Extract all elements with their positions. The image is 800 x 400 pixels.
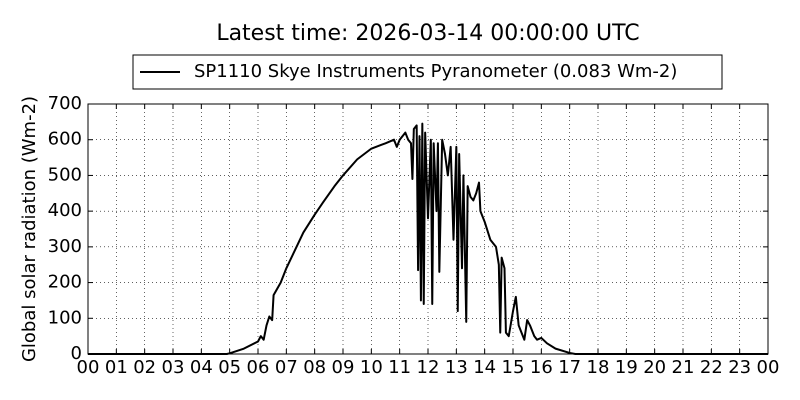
x-tick-label: 04 bbox=[190, 357, 213, 378]
x-tick-label: 22 bbox=[700, 357, 723, 378]
y-tick-label: 200 bbox=[48, 272, 82, 293]
y-tick-label: 700 bbox=[48, 93, 82, 114]
x-tick-label: 07 bbox=[275, 357, 298, 378]
y-tick-label: 500 bbox=[48, 164, 82, 185]
x-tick-label: 08 bbox=[303, 357, 326, 378]
legend-label: SP1110 Skye Instruments Pyranometer (0.0… bbox=[194, 61, 677, 82]
y-tick-label: 300 bbox=[48, 236, 82, 257]
x-tick-label: 11 bbox=[388, 357, 411, 378]
x-tick-label: 00 bbox=[757, 357, 780, 378]
x-tick-label: 12 bbox=[417, 357, 440, 378]
x-tick-label: 21 bbox=[672, 357, 695, 378]
plot-frame bbox=[87, 103, 769, 355]
chart-title: Latest time: 2026-03-14 00:00:00 UTC bbox=[216, 21, 639, 46]
x-tick-label: 23 bbox=[728, 357, 751, 378]
x-tick-label: 00 bbox=[77, 357, 100, 378]
x-tick-label: 18 bbox=[587, 357, 610, 378]
x-tick-label: 02 bbox=[133, 357, 156, 378]
y-tick-label: 400 bbox=[48, 200, 82, 221]
y-tick-label: 600 bbox=[48, 129, 82, 150]
x-tick-label: 16 bbox=[530, 357, 553, 378]
x-tick-label: 19 bbox=[615, 357, 638, 378]
y-axis-label: Global solar radiation (Wm-2) bbox=[19, 96, 40, 362]
x-tick-label: 01 bbox=[105, 357, 128, 378]
x-tick-label: 13 bbox=[445, 357, 468, 378]
x-tick-label: 14 bbox=[473, 357, 496, 378]
x-tick-label: 15 bbox=[502, 357, 525, 378]
x-tick-label: 05 bbox=[218, 357, 241, 378]
x-tick-label: 06 bbox=[247, 357, 270, 378]
y-tick-label: 100 bbox=[48, 307, 82, 328]
legend-box bbox=[132, 54, 723, 90]
x-tick-label: 09 bbox=[332, 357, 355, 378]
x-tick-label: 20 bbox=[643, 357, 666, 378]
y-tick-label: 0 bbox=[71, 343, 82, 364]
x-tick-label: 03 bbox=[162, 357, 185, 378]
x-tick-label: 10 bbox=[360, 357, 383, 378]
data-line bbox=[88, 122, 768, 355]
x-tick-label: 17 bbox=[558, 357, 581, 378]
